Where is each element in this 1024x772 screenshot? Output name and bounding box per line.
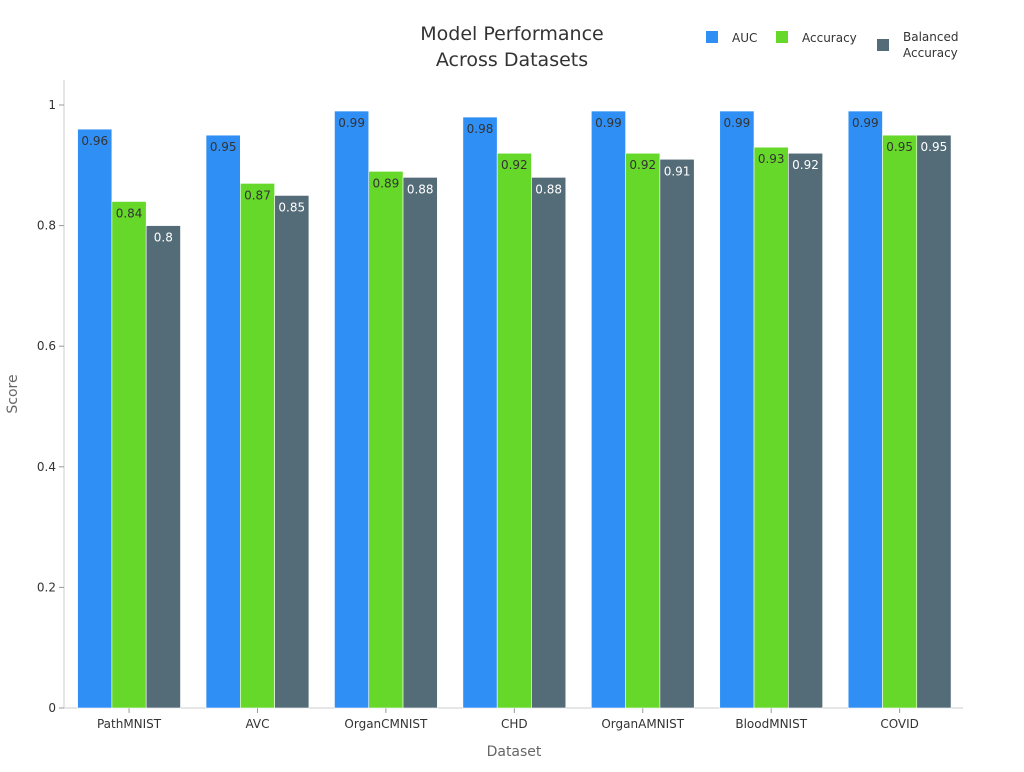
bar-value-label: 0.96 (81, 134, 108, 148)
bar-value-label: 0.85 (278, 200, 305, 214)
bar-value-label: 0.93 (758, 152, 785, 166)
bar (625, 152, 661, 709)
bar-value-label: 0.98 (467, 122, 494, 136)
bar (111, 201, 147, 709)
bars (77, 110, 952, 709)
x-tick-label: OrganCMNIST (344, 717, 428, 731)
bar (368, 171, 404, 709)
x-tick-label: OrganAMNIST (601, 717, 684, 731)
data-labels: 0.96 0.84 0.8 0.95 0.87 0.85 0.99 0.89 0.88 0.98 0… (81, 116, 947, 245)
chart-title-line-2: Across Datasets (436, 49, 588, 71)
y-tick-label: 0.4 (37, 460, 56, 474)
bar (205, 134, 241, 709)
bar (591, 110, 626, 709)
legend-label: Accuracy (802, 31, 857, 45)
x-axis-label: Dataset (487, 744, 542, 760)
legend-label: Accuracy (903, 46, 958, 60)
bar-value-label: 0.92 (501, 158, 528, 172)
bar-value-label: 0.99 (724, 116, 751, 130)
bar-value-label: 0.87 (244, 188, 271, 202)
bar-value-label: 0.95 (921, 140, 948, 154)
bar-value-label: 0.8 (154, 231, 173, 245)
legend-label: Balanced (903, 30, 958, 44)
axes: 0 0.2 0.4 0.6 0.8 1 PathMNIST AVC OrganCMNIST CHD… (37, 80, 963, 731)
bar (77, 128, 113, 709)
bar (788, 152, 823, 709)
y-tick-label: 0.6 (37, 339, 56, 353)
x-tick-label: AVC (245, 717, 269, 731)
bar (659, 158, 695, 709)
bar-value-label: 0.99 (338, 116, 365, 130)
bar (847, 110, 883, 709)
bar (274, 195, 310, 709)
bar-value-label: 0.95 (210, 140, 237, 154)
bar-value-label: 0.95 (886, 140, 913, 154)
y-tick-label: 0.8 (37, 219, 56, 233)
bar (916, 134, 952, 709)
bar (496, 152, 532, 709)
x-tick-label: PathMNIST (97, 717, 162, 731)
bar-value-label: 0.84 (116, 206, 143, 220)
y-tick-label: 1 (48, 98, 56, 112)
chart-title-line-1: Model Performance (420, 23, 604, 45)
bar-value-label: 0.92 (629, 158, 656, 172)
bar (882, 134, 918, 709)
x-tick-label: BloodMNIST (735, 717, 807, 731)
legend-swatch (706, 31, 718, 43)
bar-value-label: 0.89 (373, 176, 400, 190)
bar (531, 177, 567, 709)
bar-value-label: 0.91 (664, 164, 691, 178)
bar (719, 110, 755, 709)
y-axis-label: Score (5, 374, 21, 413)
bar-value-label: 0.99 (852, 116, 879, 130)
bar (402, 177, 438, 709)
bar-value-label: 0.99 (595, 116, 622, 130)
legend-label: AUC (732, 31, 757, 45)
x-tick-label: CHD (501, 717, 528, 731)
bar (334, 110, 370, 709)
bar (753, 146, 789, 709)
bar (462, 116, 498, 709)
bar (240, 183, 275, 709)
y-tick-label: 0.2 (37, 580, 56, 594)
bar (145, 225, 181, 709)
x-tick-label: COVID (880, 717, 919, 731)
legend: AUC Accuracy Balanced Accuracy (706, 30, 958, 60)
y-tick-label: 0 (48, 701, 56, 715)
bar-value-label: 0.88 (535, 182, 562, 196)
legend-swatch (877, 39, 889, 51)
bar-value-label: 0.92 (792, 158, 819, 172)
legend-swatch (776, 31, 788, 43)
bar-value-label: 0.88 (407, 182, 434, 196)
